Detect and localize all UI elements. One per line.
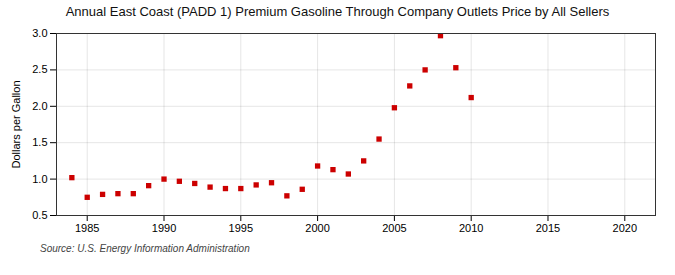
svg-text:1995: 1995 [229, 222, 253, 234]
svg-text:2005: 2005 [382, 222, 406, 234]
svg-text:2020: 2020 [613, 222, 637, 234]
svg-text:2.5: 2.5 [32, 63, 47, 75]
svg-text:2.0: 2.0 [32, 100, 47, 112]
svg-text:2010: 2010 [459, 222, 483, 234]
svg-text:1.0: 1.0 [32, 173, 47, 185]
svg-text:1990: 1990 [152, 222, 176, 234]
html-text:Annual East Coast (PADD 1) Pre: Annual East Coast (PADD 1) Premium Gasol… [65, 4, 610, 19]
svg-text:Dollars per Gallon: Dollars per Gallon [10, 80, 22, 168]
svg-text:1.5: 1.5 [32, 136, 47, 148]
html-text:Source: U.S. Energy Informatio: Source: U.S. Energy Information Administ… [40, 243, 250, 254]
svg-text:2000: 2000 [305, 222, 329, 234]
svg-text:1985: 1985 [75, 222, 99, 234]
svg-text:2015: 2015 [536, 222, 560, 234]
svg-text:3.0: 3.0 [32, 27, 47, 39]
svg-text:0.5: 0.5 [32, 209, 47, 221]
